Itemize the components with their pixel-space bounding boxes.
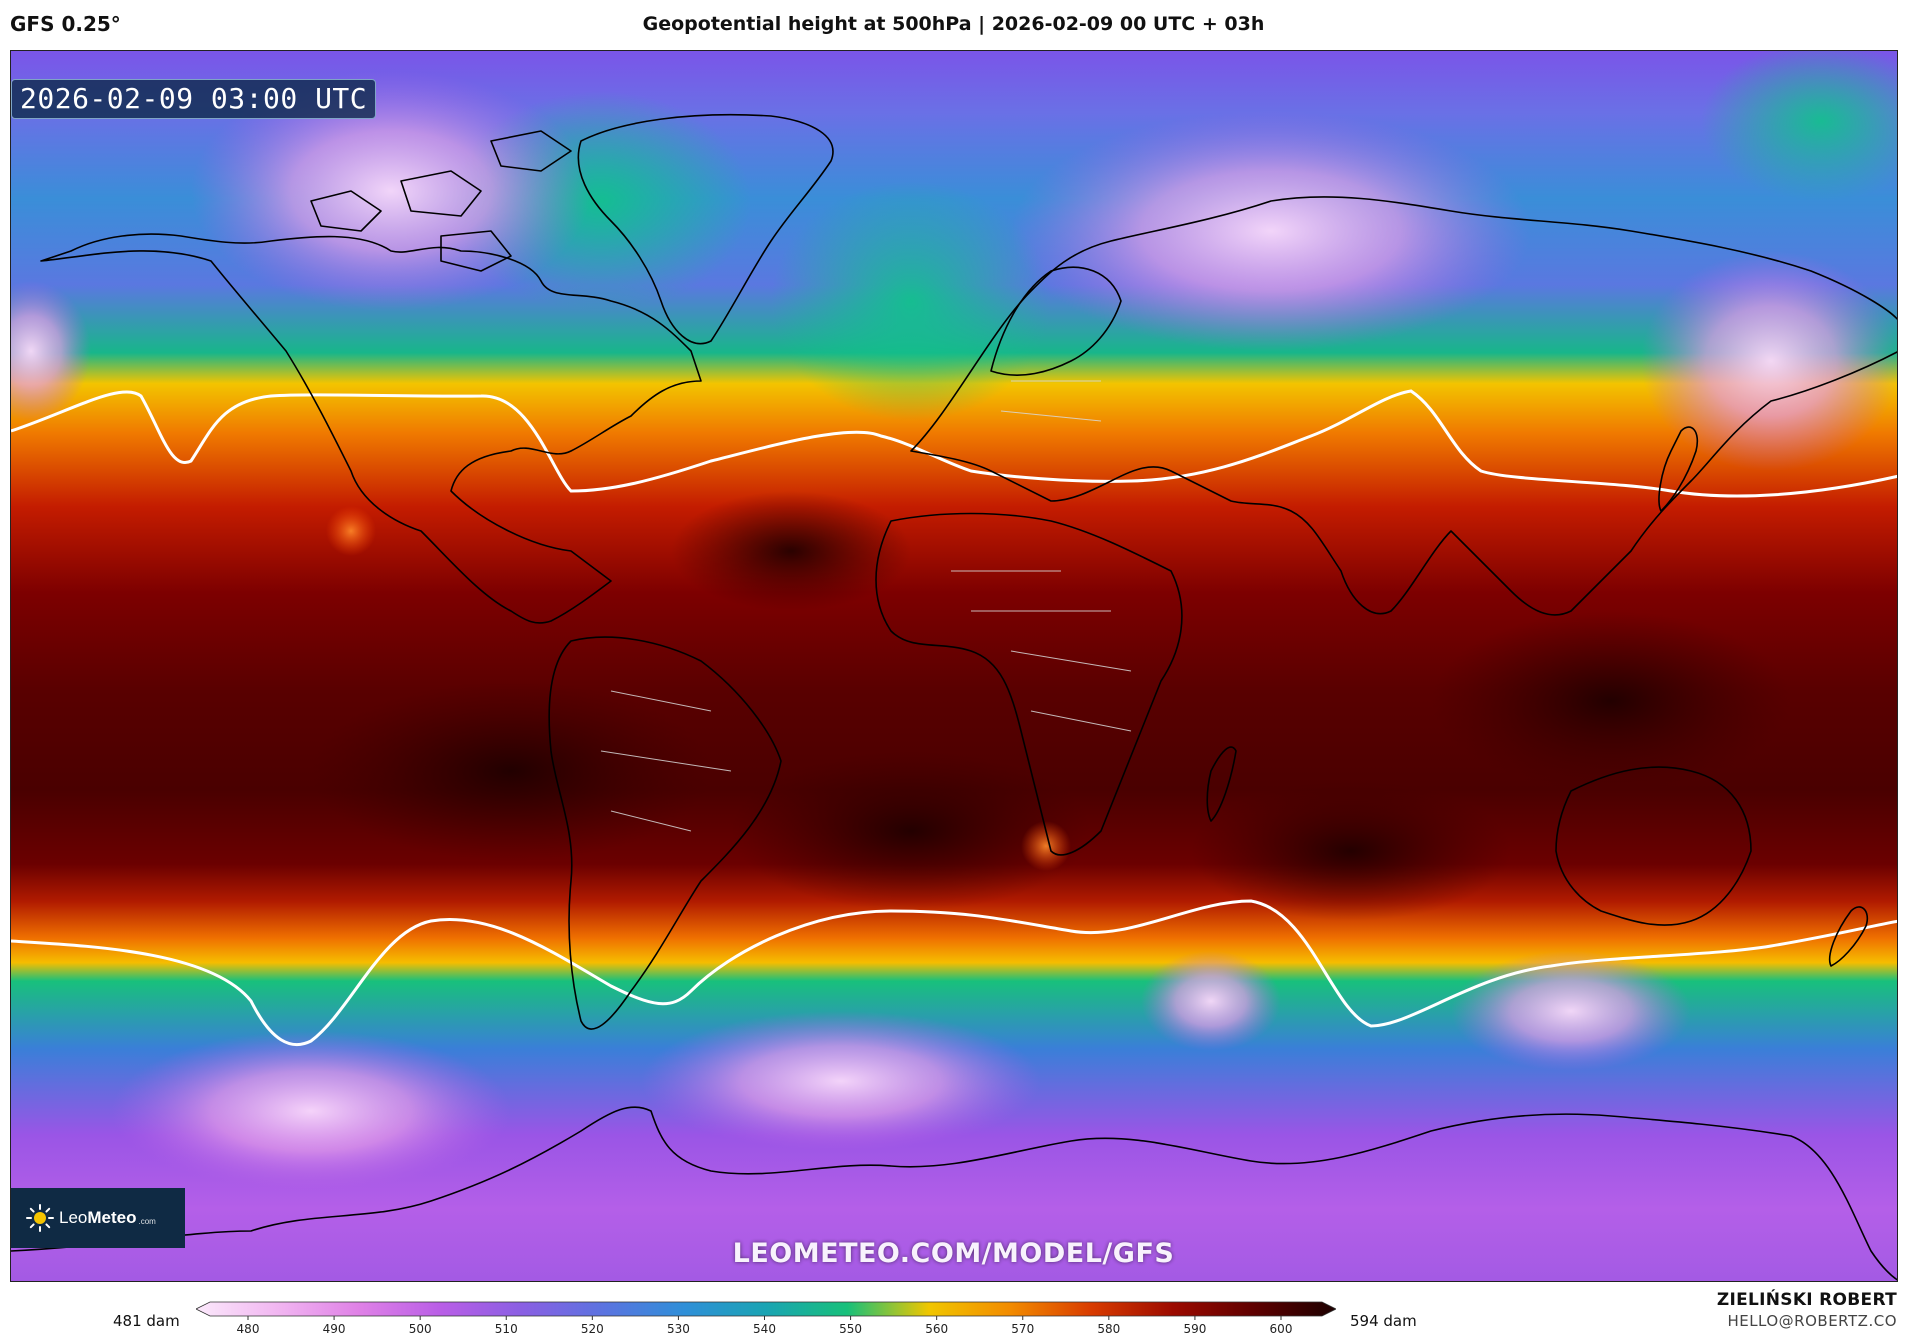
colorbar: 480 490 500 510 520 530 540 550 560 570 580 590 600 (196, 1301, 1336, 1336)
site-watermark[interactable]: LEOMETEO.COM/MODEL/GFS (732, 1238, 1175, 1269)
north-features (11, 51, 1897, 471)
logo-text-light: Leo (59, 1208, 88, 1227)
coast-africa (875, 512, 1183, 856)
colorbar-tick-label: 540 (753, 1322, 776, 1336)
coast-antarctica (11, 1106, 1897, 1281)
coastlines (11, 113, 1897, 1281)
coast-greenland (577, 113, 834, 345)
author-email[interactable]: HELLO@ROBERTZ.CO (1727, 1312, 1897, 1330)
coast-madagascar (1206, 746, 1237, 822)
colorbar-tick-label: 580 (1097, 1322, 1120, 1336)
colorbar-tick-label: 600 (1270, 1322, 1293, 1336)
model-label: GFS 0.25° (10, 12, 121, 36)
borders (600, 380, 1132, 832)
colorbar-tick-label: 520 (581, 1322, 604, 1336)
colorbar-tick-label: 570 (1011, 1322, 1034, 1336)
contour-south-552 (11, 899, 1897, 1047)
coast-australia (1555, 766, 1752, 926)
coast-new-zealand (1829, 906, 1869, 967)
south-features (111, 951, 1691, 1191)
colorbar-tick-label: 490 (323, 1322, 346, 1336)
contour-north-552 (11, 389, 1897, 498)
logo-text: LeoMeteo (59, 1208, 137, 1228)
coast-south-america (548, 636, 782, 1030)
colorbar-tick-label: 500 (409, 1322, 432, 1336)
coast-north-america (40, 233, 702, 624)
chart-title: Geopotential height at 500hPa | 2026-02-… (642, 13, 1265, 35)
coast-japan (1658, 426, 1699, 512)
logo-text-bold: Meteo (87, 1208, 137, 1227)
weather-map[interactable] (10, 50, 1898, 1282)
colorbar-min-label: 481 dam (113, 1312, 180, 1330)
colorbar-tick-label: 550 (839, 1322, 862, 1336)
valid-time-label: 2026-02-09 03:00 UTC (11, 79, 377, 119)
colorbar-tick-label: 560 (925, 1322, 948, 1336)
colorbar-tick-label: 480 (237, 1322, 260, 1336)
colorbar-max-label: 594 dam (1350, 1312, 1417, 1330)
colorbar-tick-label: 530 (667, 1322, 690, 1336)
sun-icon (26, 1204, 54, 1232)
tropical-cores (311, 491, 1791, 921)
colorbar-tick-label: 510 (495, 1322, 518, 1336)
map-canvas (11, 51, 1897, 1281)
author-name: ZIELIŃSKI ROBERT (1716, 1290, 1897, 1310)
colorbar-ticks: 480 490 500 510 520 530 540 550 560 570 580 590 600 (237, 1316, 1293, 1336)
colorbar-tick-label: 590 (1183, 1322, 1206, 1336)
coast-scandinavia (990, 266, 1122, 376)
author-block: ZIELIŃSKI ROBERT HELLO@ROBERTZ.CO (1717, 1290, 1897, 1330)
coast-arctic-islands (310, 130, 572, 272)
coast-eurasia (910, 196, 1897, 616)
colorbar-scale (196, 1301, 1336, 1317)
logo-suffix: .com (138, 1216, 156, 1226)
leometeo-logo[interactable]: LeoMeteo .com (11, 1188, 185, 1248)
